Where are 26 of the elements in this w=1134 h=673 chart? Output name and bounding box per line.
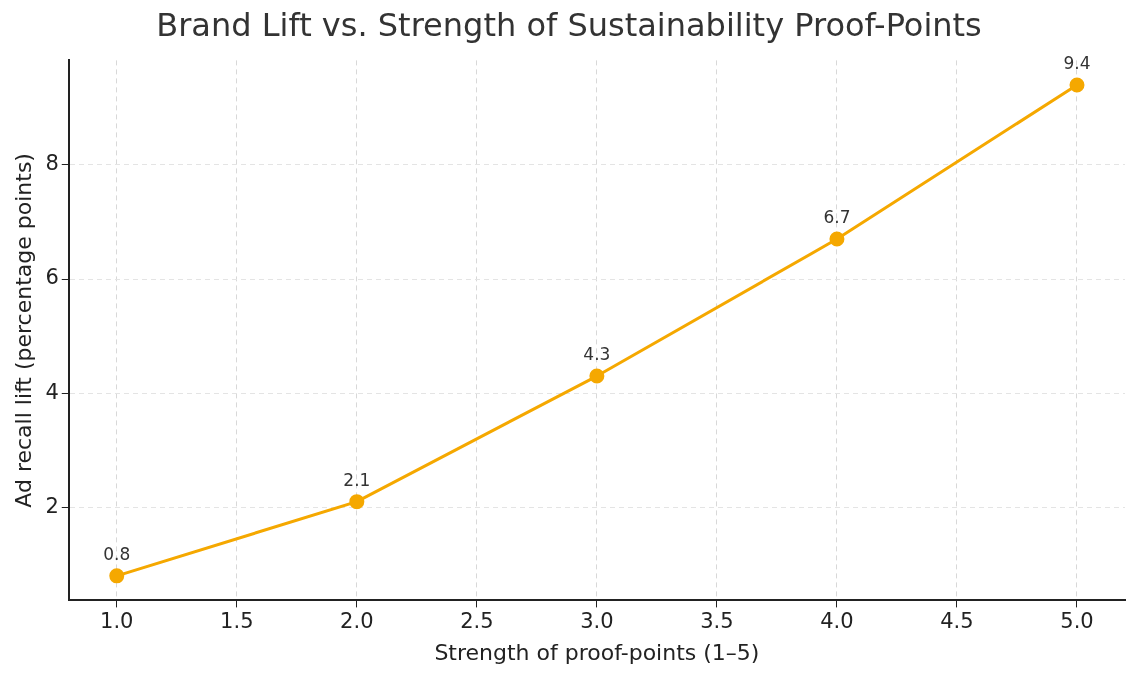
x-tick-label: 4.0 [820,609,854,634]
x-tick-label: 1.0 [100,609,134,634]
x-tick-label: 3.0 [580,609,614,634]
point [589,368,605,384]
point [829,231,845,247]
data-label: 0.8 [103,543,131,564]
data-label: 2.1 [343,469,371,490]
y-tick-label: 8 [45,151,59,176]
x-tick-label: 3.5 [700,609,734,634]
point [109,568,125,584]
chart-title: Brand Lift vs. Strength of Sustainability Proof-Points [156,5,982,44]
x-tick-label: 4.5 [940,609,974,634]
x-tick-label: 2.5 [460,609,494,634]
x-tick-label: 5.0 [1060,609,1094,634]
x-tick-label: 1.5 [220,609,254,634]
point [1069,77,1085,93]
data-label: 6.7 [823,206,851,227]
data-label: 9.4 [1063,52,1091,73]
x-tick-label: 2.0 [340,609,374,634]
y-tick-label: 4 [45,379,59,404]
x-axis-title: Strength of proof-points (1–5) [434,639,760,665]
data-label: 4.3 [583,343,611,364]
y-tick-label: 6 [45,265,59,290]
y-tick-label: 2 [45,493,59,518]
point [349,494,365,510]
y-axis-title: Ad recall lift (percentage points) [10,153,36,508]
